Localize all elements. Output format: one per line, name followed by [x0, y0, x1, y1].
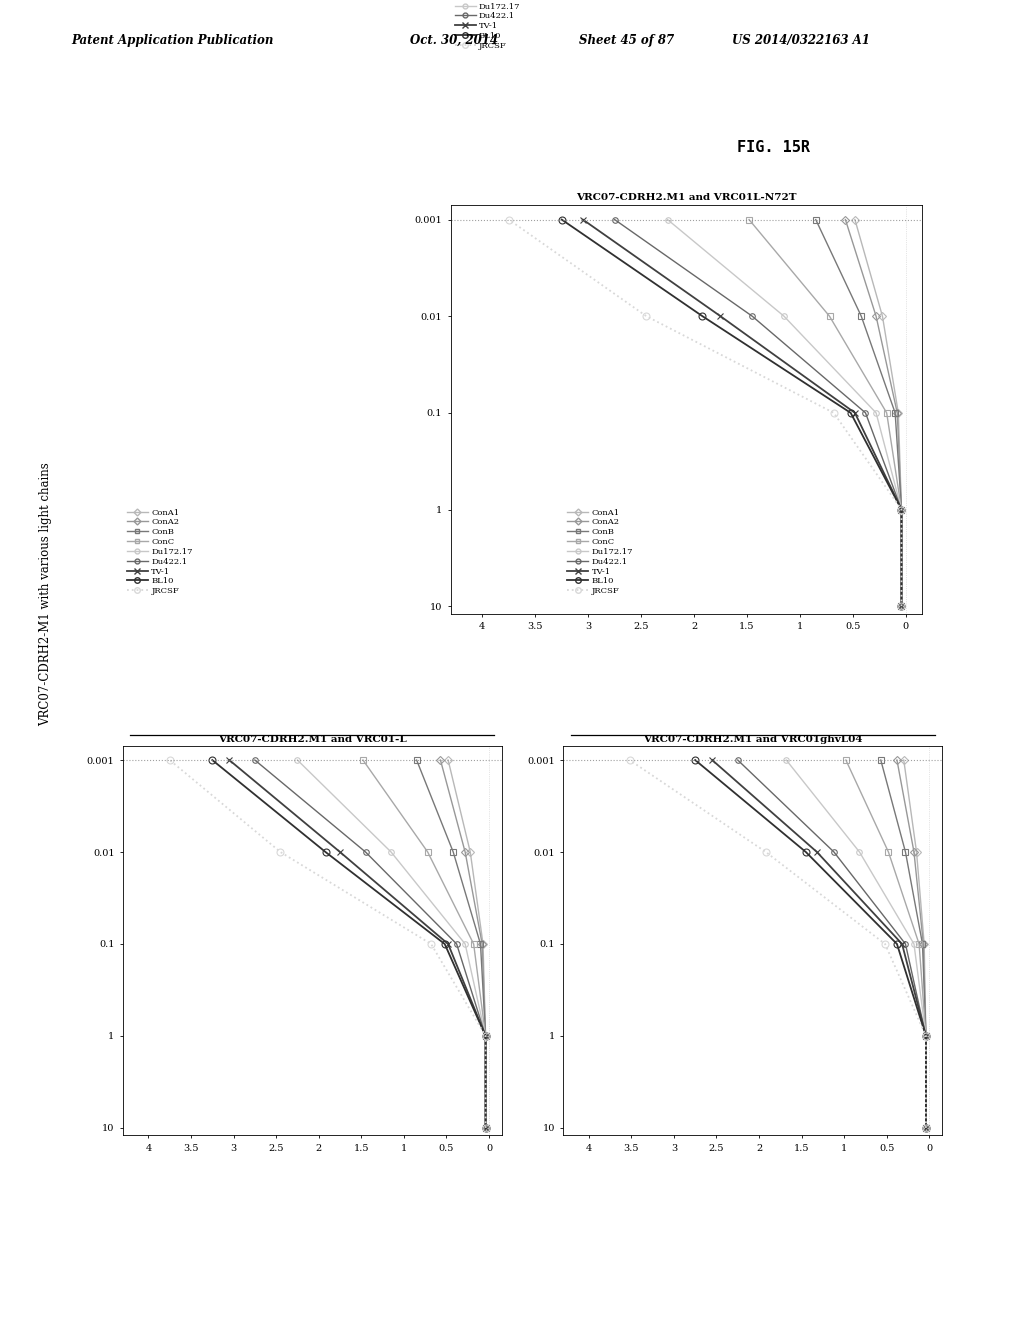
Title: VRC07-CDRH2.M1 and VRC01-L: VRC07-CDRH2.M1 and VRC01-L: [218, 735, 407, 743]
Text: Patent Application Publication: Patent Application Publication: [72, 33, 274, 46]
Text: US 2014/0322163 A1: US 2014/0322163 A1: [732, 33, 870, 46]
Text: Sheet 45 of 87: Sheet 45 of 87: [579, 33, 674, 46]
Legend: ConA1, ConA2, ConB, ConC, Du172.17, Du422.1, TV-1, BL10, JRCSF: ConA1, ConA2, ConB, ConC, Du172.17, Du42…: [567, 508, 633, 595]
Legend: ConA1, ConA2, ConB, ConC, Du172.17, Du422.1, TV-1, BL10, JRCSF: ConA1, ConA2, ConB, ConC, Du172.17, Du42…: [455, 0, 520, 50]
Title: VRC07-CDRH2.M1 and VRC01L-N72T: VRC07-CDRH2.M1 and VRC01L-N72T: [575, 194, 797, 202]
Text: VRC07-CDRH2-M1 with various light chains: VRC07-CDRH2-M1 with various light chains: [40, 462, 52, 726]
Title: VRC07-CDRH2.M1 and VRC01ghvL04: VRC07-CDRH2.M1 and VRC01ghvL04: [643, 735, 862, 743]
Text: FIG. 15R: FIG. 15R: [737, 140, 810, 154]
Legend: ConA1, ConA2, ConB, ConC, Du172.17, Du422.1, TV-1, BL10, JRCSF: ConA1, ConA2, ConB, ConC, Du172.17, Du42…: [127, 508, 193, 595]
Text: Oct. 30, 2014: Oct. 30, 2014: [410, 33, 498, 46]
